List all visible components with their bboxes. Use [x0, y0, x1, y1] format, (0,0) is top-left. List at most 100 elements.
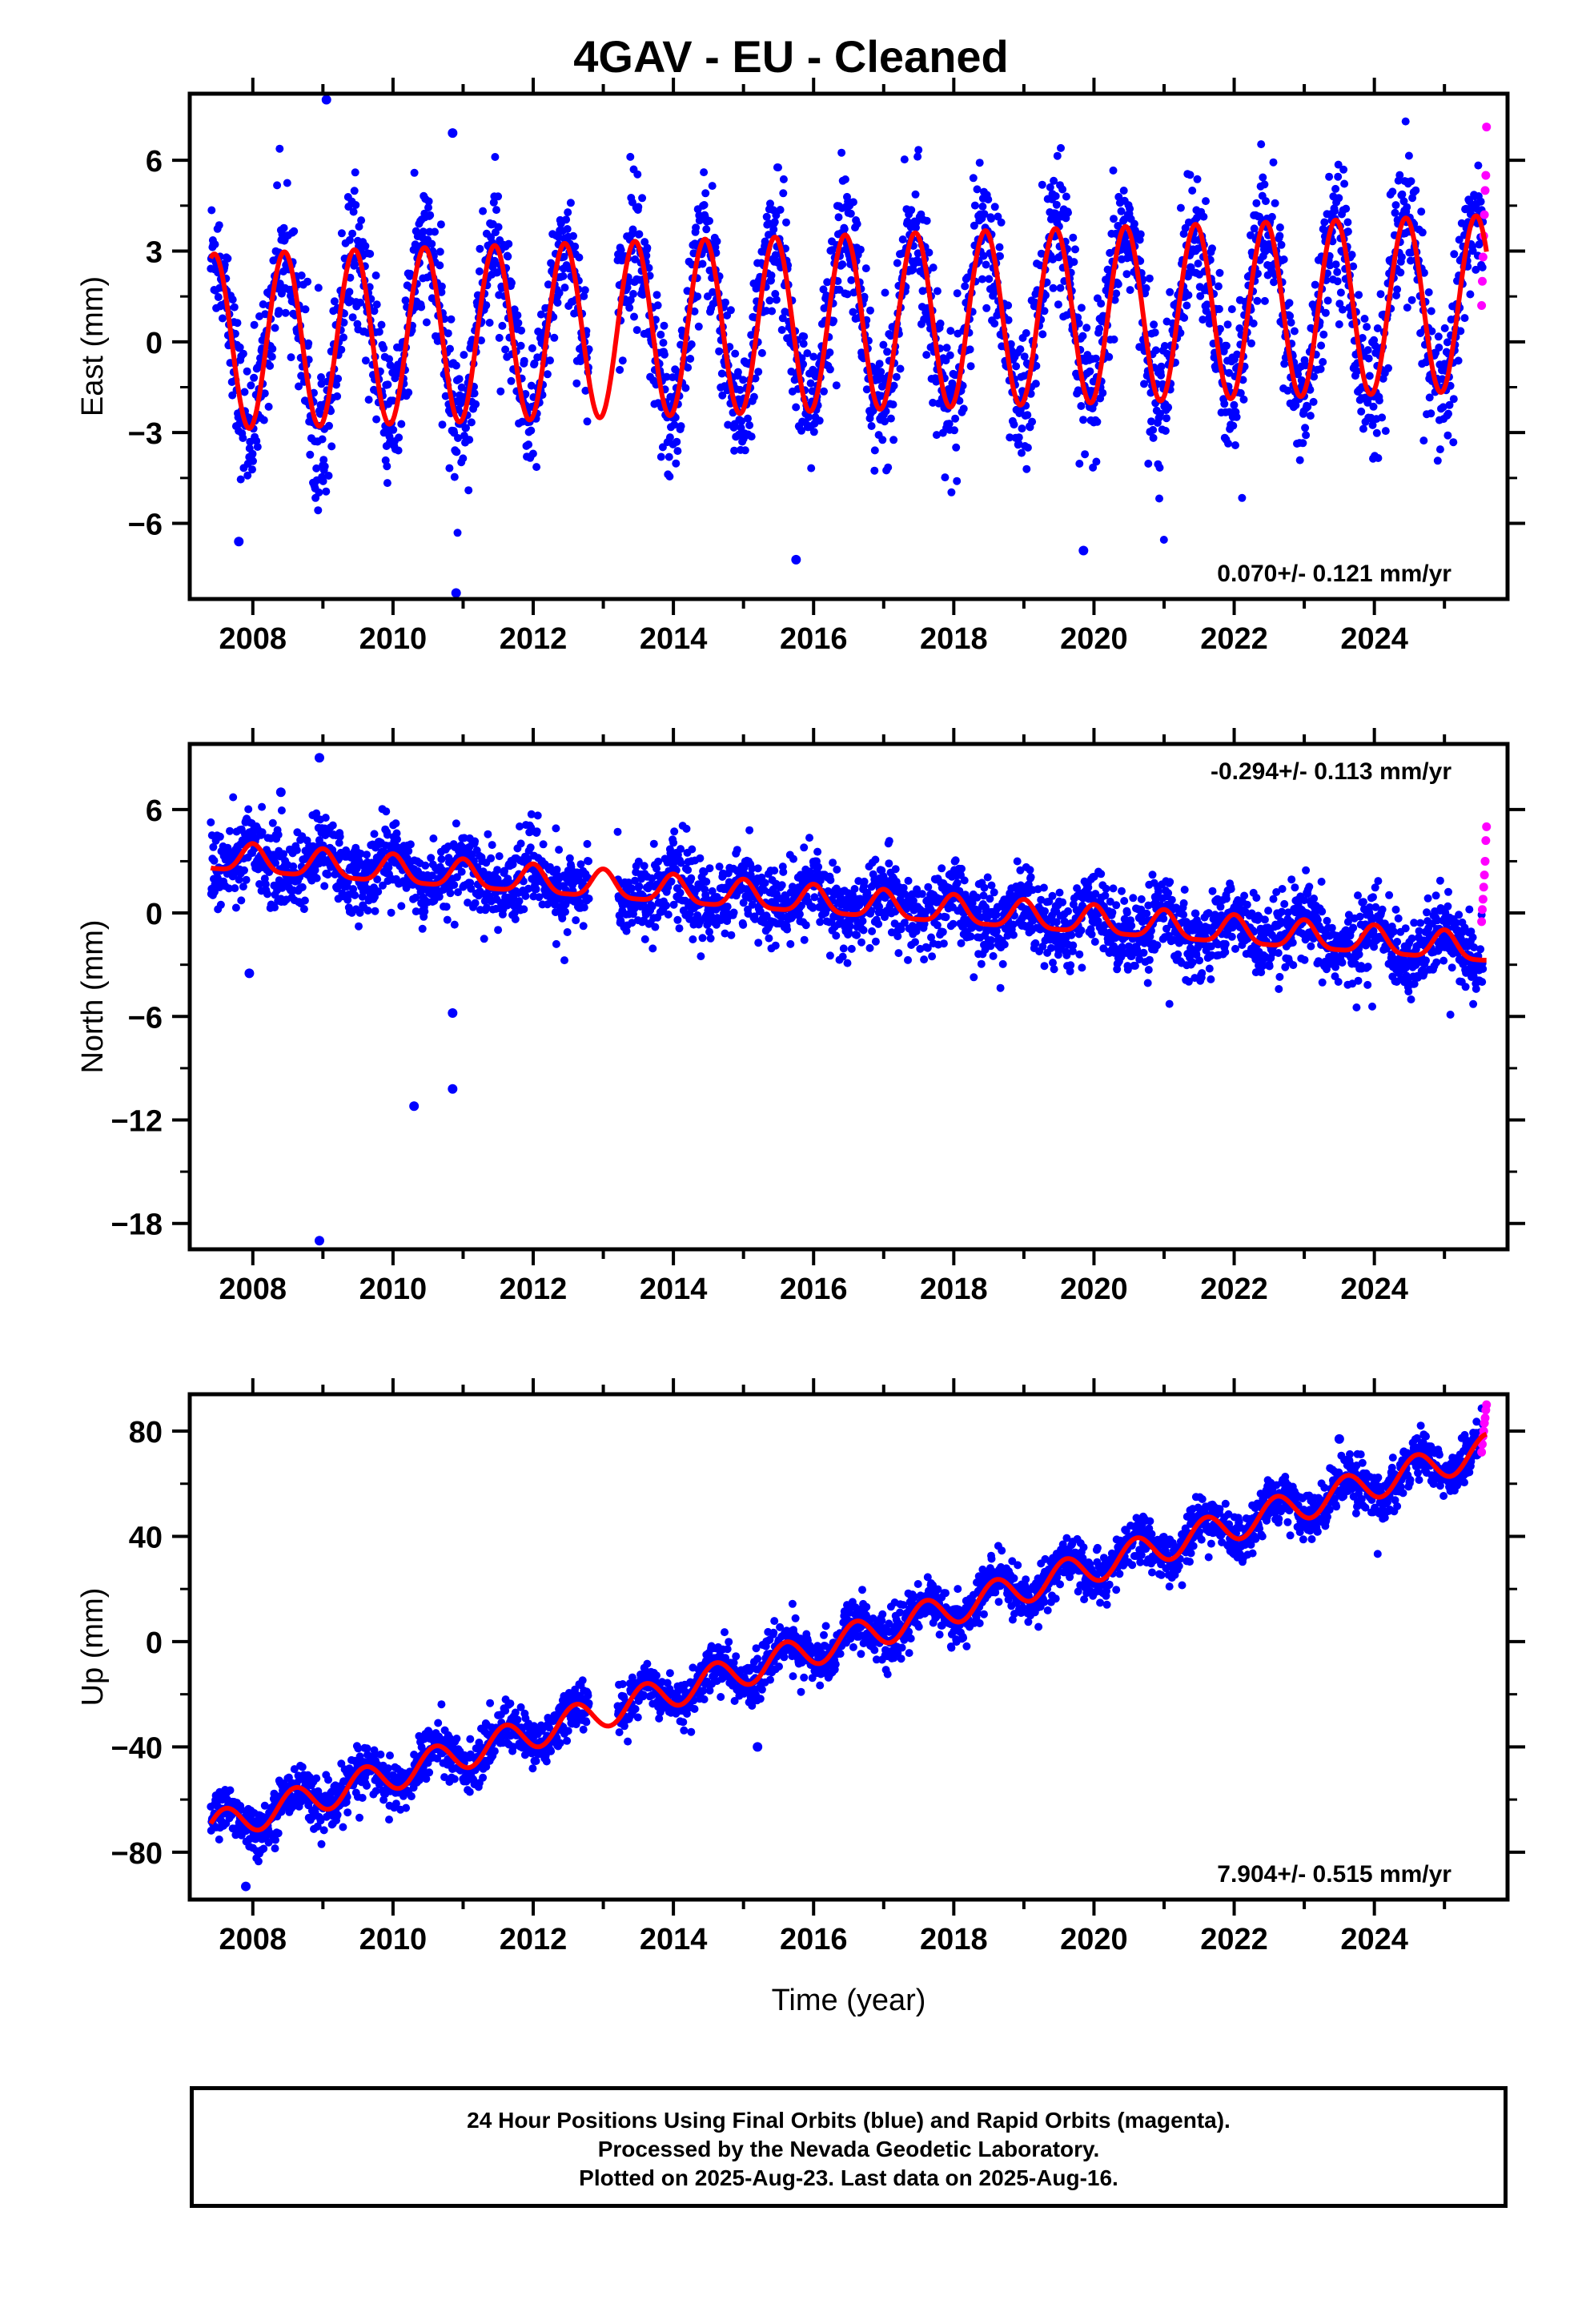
- final-point: [511, 915, 520, 923]
- final-point: [694, 322, 703, 331]
- final-point: [355, 223, 363, 231]
- final-point: [986, 895, 994, 903]
- final-point: [992, 911, 1001, 919]
- final-point: [480, 935, 488, 943]
- x-tick-label: 2022: [1200, 622, 1268, 656]
- final-point: [1048, 891, 1057, 900]
- final-point: [1093, 417, 1102, 426]
- final-point: [287, 353, 295, 362]
- final-point: [264, 402, 273, 411]
- final-point: [721, 298, 729, 307]
- final-point: [829, 858, 837, 867]
- final-point: [698, 934, 707, 943]
- final-point: [900, 919, 909, 927]
- final-point: [1399, 197, 1408, 206]
- final-point: [1325, 172, 1334, 181]
- final-point: [768, 307, 777, 316]
- final-point: [1269, 158, 1278, 167]
- final-point: [1333, 277, 1342, 286]
- final-point: [1323, 296, 1332, 305]
- final-point: [271, 324, 279, 332]
- final-point: [215, 832, 224, 841]
- final-point: [510, 909, 519, 918]
- final-point: [383, 380, 392, 389]
- outlier-point: [448, 128, 458, 139]
- final-point: [661, 350, 669, 359]
- final-point: [992, 927, 1001, 935]
- final-point: [261, 880, 270, 889]
- final-point: [266, 361, 275, 370]
- final-point: [860, 877, 869, 886]
- final-point: [1216, 324, 1224, 333]
- final-point: [318, 435, 327, 444]
- final-point: [1271, 199, 1279, 207]
- final-point: [385, 432, 394, 441]
- final-point: [747, 432, 756, 441]
- final-point: [495, 852, 504, 861]
- final-point: [648, 902, 656, 911]
- final-point: [855, 901, 864, 910]
- rapid-point: [1480, 186, 1490, 195]
- final-point: [420, 907, 429, 916]
- final-point: [1460, 314, 1469, 323]
- final-point: [351, 260, 359, 269]
- final-point: [345, 287, 354, 296]
- final-point: [377, 320, 386, 329]
- final-point: [1474, 161, 1483, 170]
- final-point: [739, 376, 748, 384]
- final-point: [1013, 857, 1022, 866]
- final-point: [946, 327, 955, 336]
- final-point: [387, 908, 396, 917]
- final-point: [366, 250, 375, 258]
- final-point: [813, 847, 822, 856]
- final-point: [979, 891, 988, 900]
- final-point: [417, 303, 426, 312]
- final-point: [900, 155, 909, 164]
- final-point: [394, 446, 403, 455]
- final-point: [1418, 228, 1427, 237]
- final-point: [961, 282, 970, 291]
- final-point: [355, 922, 363, 931]
- final-point: [242, 875, 251, 884]
- final-point: [952, 443, 961, 452]
- final-point: [685, 915, 694, 923]
- final-point: [670, 827, 679, 836]
- final-point: [642, 251, 651, 260]
- final-point: [1227, 305, 1236, 314]
- final-point: [800, 935, 809, 944]
- final-point: [1279, 255, 1288, 263]
- final-point: [1331, 260, 1340, 269]
- final-point: [631, 255, 640, 263]
- final-point: [319, 456, 328, 464]
- final-point: [334, 374, 343, 383]
- final-point: [584, 895, 593, 903]
- final-point: [514, 319, 523, 328]
- final-point: [1110, 215, 1118, 223]
- final-point: [349, 207, 358, 216]
- final-point: [1038, 330, 1047, 339]
- final-point: [1378, 413, 1387, 422]
- final-point: [736, 385, 745, 394]
- final-point: [897, 925, 905, 934]
- final-point: [799, 340, 808, 348]
- final-point: [315, 409, 324, 418]
- x-tick-label: 2018: [920, 622, 988, 656]
- final-point: [1287, 318, 1295, 327]
- final-point: [1046, 183, 1054, 191]
- final-point: [295, 382, 303, 391]
- final-point: [536, 310, 545, 319]
- final-point: [816, 918, 825, 927]
- final-point: [1358, 334, 1367, 342]
- final-point: [374, 887, 383, 896]
- final-point: [923, 943, 932, 952]
- final-point: [814, 862, 823, 871]
- final-point: [953, 476, 962, 485]
- final-point: [488, 841, 496, 850]
- final-point: [1157, 362, 1166, 371]
- final-point: [978, 202, 987, 211]
- final-point: [770, 218, 779, 227]
- final-point: [289, 862, 298, 870]
- final-point: [515, 897, 524, 906]
- final-point: [1349, 262, 1358, 271]
- final-point: [673, 437, 681, 446]
